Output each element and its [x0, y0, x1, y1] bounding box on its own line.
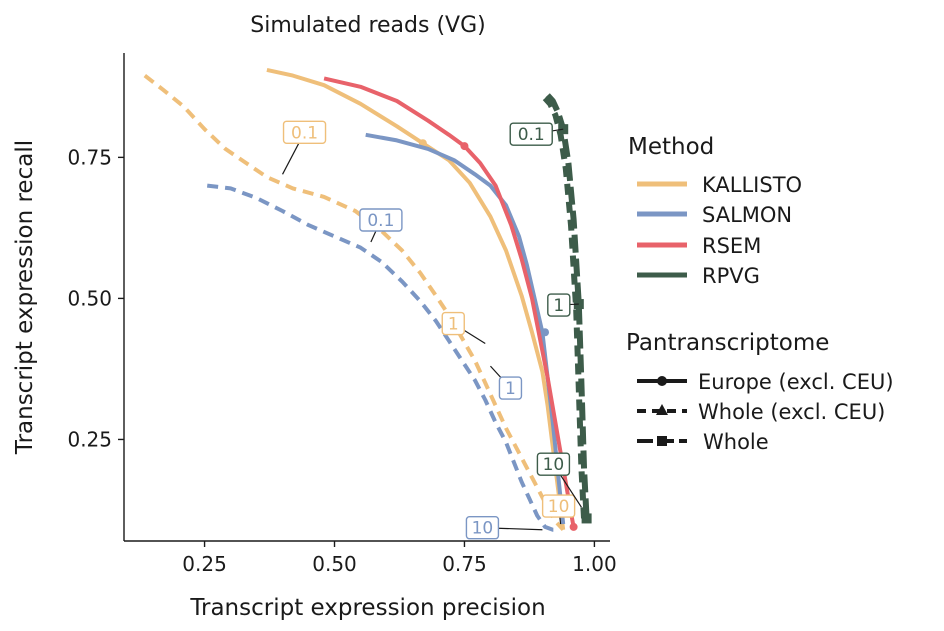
x-tick-label: 0.75: [442, 552, 487, 576]
series-line-kallisto-whole-excl-ceu: [143, 74, 565, 532]
series-line-salmon-whole-excl-ceu: [206, 183, 558, 532]
callout-box: [441, 311, 465, 336]
y-axis-label: Transcript expression recall: [12, 140, 38, 455]
series-line-rpvg-whole: [545, 93, 590, 519]
legend-circle-marker: [657, 376, 667, 386]
callout-box: [282, 120, 327, 144]
callout-label: 10: [548, 497, 570, 517]
x-tick-label: 0.25: [182, 552, 227, 576]
callout-box: [359, 208, 403, 232]
legend-rpvg-label: RPVG: [702, 264, 760, 288]
callout-box: [465, 516, 500, 540]
series-marker-rpvg: [581, 513, 592, 524]
legend-rsem-label: RSEM: [702, 234, 761, 258]
callout-box: [498, 376, 523, 400]
series-layer: [143, 67, 592, 532]
series-marker-salmon: [541, 328, 550, 337]
y-ticks: 0.25 0.50 0.75: [67, 145, 124, 451]
legend-kallisto-label: KALLISTO: [702, 173, 802, 197]
legend-pantranscriptome: Pantranscriptome Europe (excl. CEU) Whol…: [626, 330, 894, 454]
series-line-kallisto-europe-excl-ceu: [266, 67, 566, 530]
callout-label: 10: [472, 519, 494, 539]
callout-label: 10: [543, 455, 565, 475]
legend-triangle-marker: [656, 404, 668, 415]
legend-europe-label: Europe (excl. CEU): [698, 370, 894, 394]
legend-pantranscriptome-title: Pantranscriptome: [626, 330, 829, 356]
callout-box: [536, 452, 571, 476]
callout-label: 1: [553, 296, 564, 316]
series-marker-rsem: [460, 142, 469, 151]
series-marker-rsem: [569, 522, 578, 531]
x-ticks: 0.25 0.50 0.75 1.00: [182, 541, 617, 576]
x-tick-label: 1.00: [572, 552, 617, 576]
axes: 0.25 0.50 0.75 1.00 0.25 0.50 0.75: [67, 53, 617, 576]
legend-whole-label: Whole: [703, 430, 769, 454]
chart-title: Simulated reads (VG): [250, 13, 485, 38]
callout-box: [547, 293, 571, 317]
callout-label: 1: [505, 379, 516, 399]
series-line-rsem-europe-excl-ceu: [323, 76, 576, 528]
legend-salmon-label: SALMON: [702, 203, 792, 227]
callout-box: [541, 494, 576, 518]
callout-label: 0.1: [291, 123, 318, 143]
y-tick-label: 0.25: [67, 427, 112, 451]
x-tick-label: 0.50: [312, 552, 357, 576]
plot-area: 0.1 0.1 1 1 10 10 0.1 1 10: [143, 67, 592, 540]
callout-label: 0.1: [367, 211, 394, 231]
callout-label: 0.1: [518, 125, 545, 145]
series-line-rpvg-whole-excl-ceu: [542, 96, 587, 519]
callout-box: [509, 122, 553, 146]
callout-layer: 0.1 0.1 1 1 10 10 0.1 1 10: [282, 120, 582, 540]
legend-method: Method KALLISTO SALMON RSEM RPVG: [628, 134, 802, 288]
y-tick-label: 0.50: [67, 286, 112, 310]
legend-method-title: Method: [628, 134, 714, 160]
legend-whole-excl-label: Whole (excl. CEU): [698, 400, 885, 424]
y-tick-label: 0.75: [67, 145, 112, 169]
legend-square-marker: [657, 436, 667, 446]
callout-label: 1: [448, 315, 459, 335]
x-axis-label: Transcript expression precision: [189, 595, 545, 621]
